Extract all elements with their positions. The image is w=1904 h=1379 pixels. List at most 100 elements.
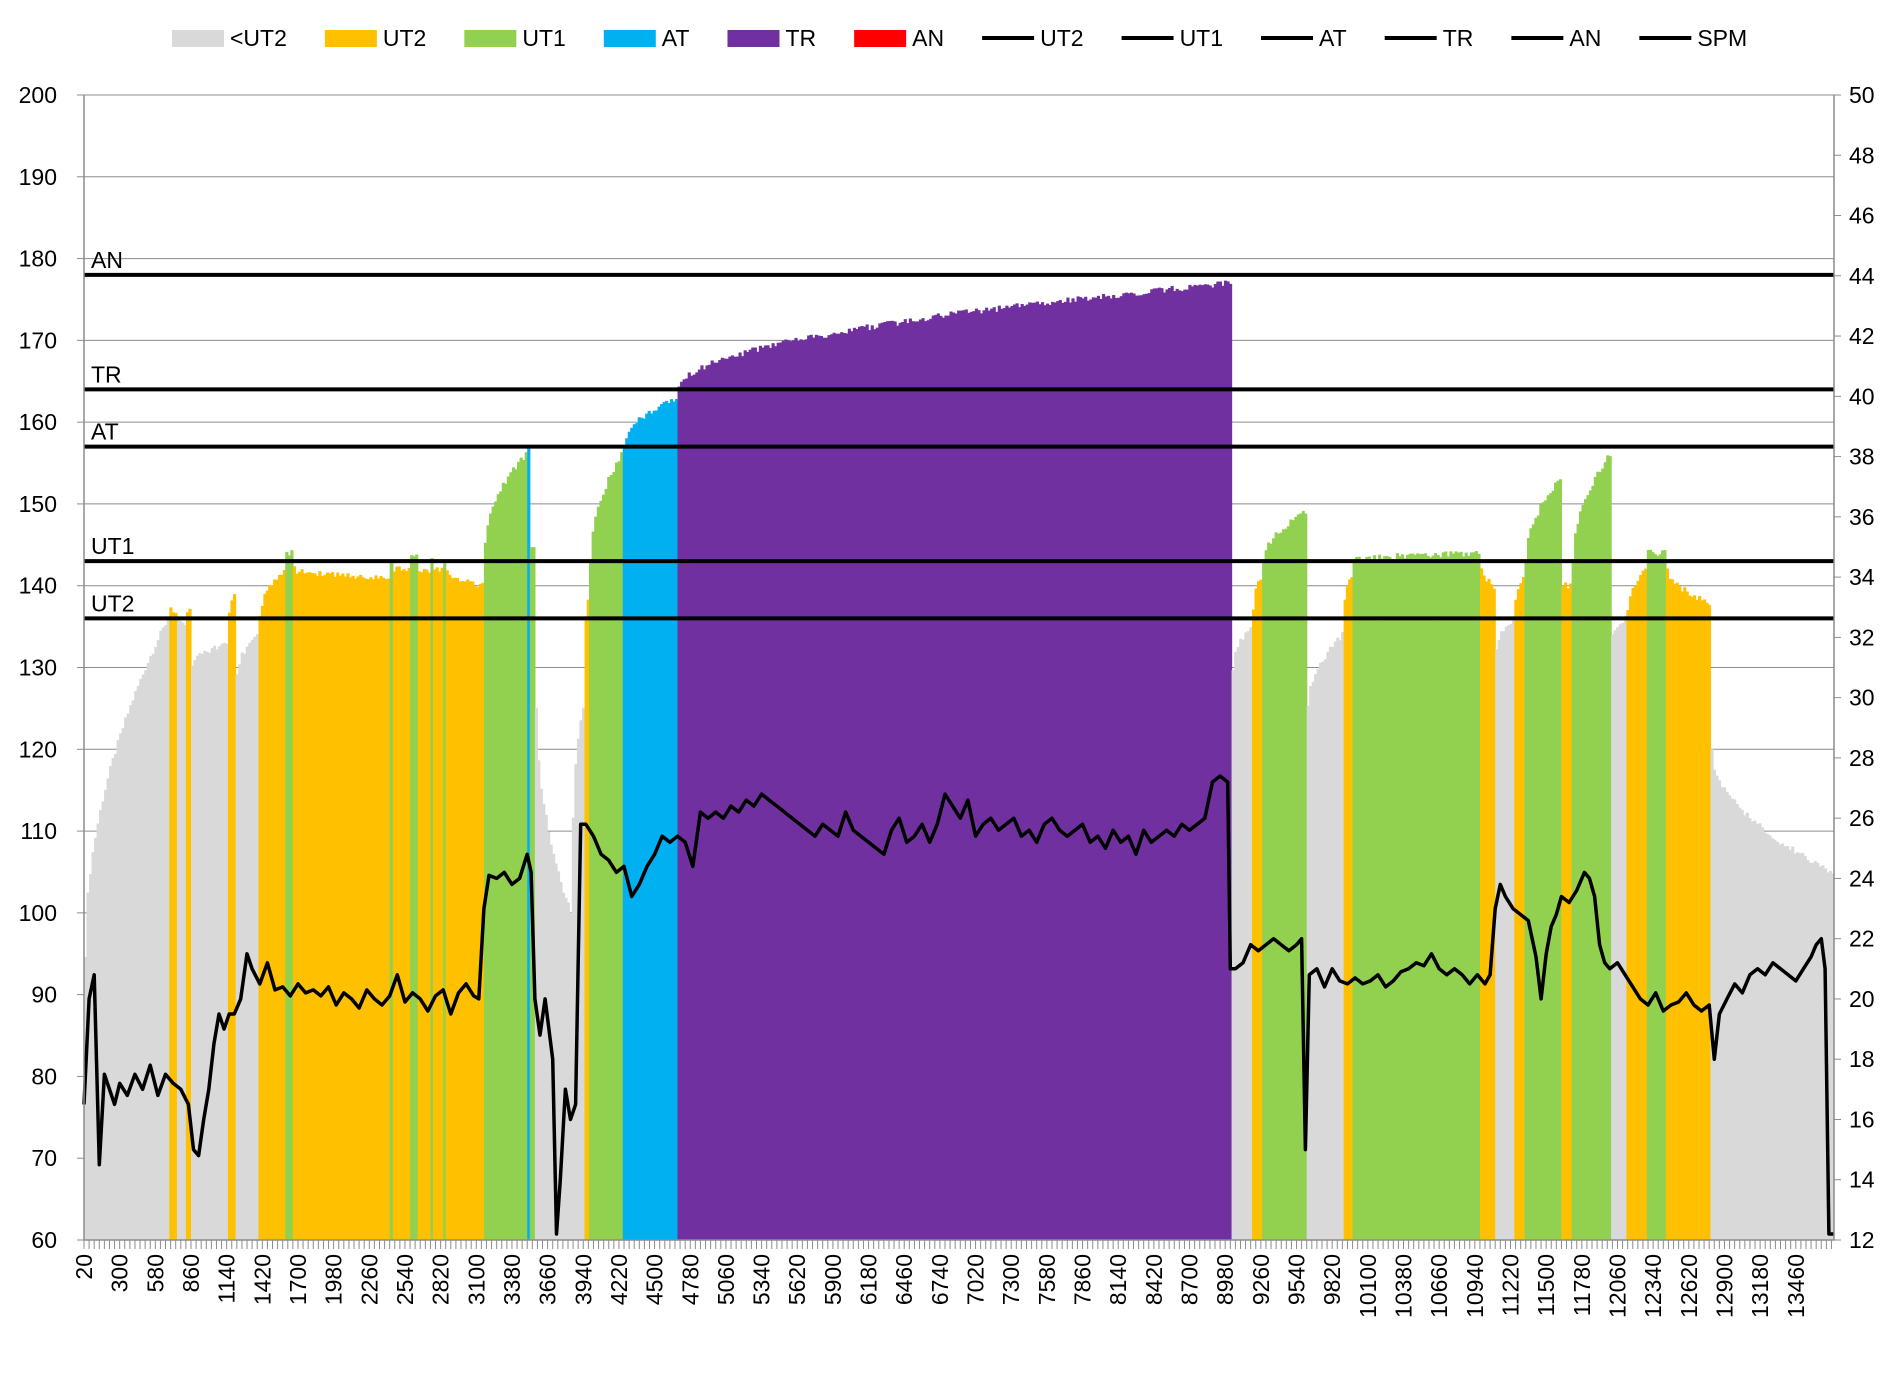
hr-bar [1663, 550, 1667, 1240]
hr-bar [179, 621, 183, 1240]
zone-segment-tr [677, 280, 1233, 1241]
hr-bar [893, 321, 897, 1240]
hr-bar [1299, 513, 1303, 1240]
hr-bar [1370, 559, 1374, 1240]
hr-bar [1352, 561, 1356, 1240]
hr-bar [151, 653, 155, 1240]
hr-bar [1178, 290, 1182, 1240]
hr-bar [916, 321, 920, 1240]
hr-bar [532, 547, 536, 1240]
hr-bar [1783, 846, 1787, 1240]
hr-bar [645, 413, 649, 1240]
hr-bar [1104, 296, 1108, 1240]
hr-bar [222, 642, 227, 1240]
hr-bar [1101, 293, 1106, 1240]
x-tick-label: 6740 [927, 1254, 953, 1305]
hr-bar [863, 326, 867, 1241]
hr-bar [1294, 516, 1298, 1240]
hr-bar [954, 313, 958, 1240]
threshold-label-tr: TR [91, 361, 122, 387]
zone-segment-ut1 [1352, 551, 1481, 1240]
hr-bar [412, 556, 416, 1240]
hr-bar [1157, 287, 1162, 1240]
hr-bar [710, 360, 714, 1240]
hr-bar [728, 356, 732, 1241]
hr-bar [292, 566, 297, 1240]
hr-bar [1114, 297, 1118, 1240]
zone-segment-below-ut2 [1710, 749, 1835, 1240]
legend-label: SPM [1697, 25, 1747, 51]
hr-bar [992, 307, 996, 1240]
zone-segment-ut1 [443, 563, 447, 1240]
hr-bar [1828, 871, 1833, 1240]
zone-segment-ut1 [1524, 479, 1563, 1241]
hr-bar [1680, 591, 1684, 1240]
legend-label: UT2 [1040, 25, 1083, 51]
hr-bar [868, 330, 872, 1240]
hr-bar [1201, 285, 1205, 1240]
hr-bar [662, 401, 666, 1240]
zone-segment-ut2 [1665, 568, 1712, 1240]
hr-bar [670, 399, 674, 1240]
hr-bar [687, 372, 691, 1240]
hr-bar [1583, 499, 1588, 1240]
x-tick-label: 5900 [820, 1254, 846, 1305]
hr-bar [101, 801, 105, 1240]
hr-bar [338, 575, 342, 1240]
hr-bar [796, 340, 801, 1241]
y2-tick-label: 44 [1849, 263, 1875, 289]
hr-bar [1413, 554, 1417, 1240]
legend-swatch [603, 30, 656, 47]
hr-bar [356, 576, 360, 1240]
legend-item-line: AN [1511, 25, 1601, 51]
hr-bar [1084, 296, 1088, 1241]
hr-bar [1469, 552, 1473, 1240]
zone-segment-ut1 [1646, 549, 1667, 1240]
hr-bar [1244, 632, 1248, 1240]
hr-bar [1132, 293, 1136, 1240]
hr-bar [519, 457, 523, 1240]
hr-bar [1229, 283, 1233, 1240]
hr-bar [1241, 639, 1245, 1240]
hr-bar [471, 581, 475, 1240]
hr-bar [1434, 553, 1438, 1240]
zone-segment-ut2 [185, 608, 192, 1240]
hr-bar [784, 339, 788, 1240]
hr-bar [243, 653, 247, 1240]
hr-bar [1395, 553, 1400, 1240]
hr-bar [665, 400, 669, 1240]
hr-bar [596, 506, 600, 1240]
hr-bar [1441, 552, 1445, 1240]
hr-bar [134, 690, 138, 1240]
hr-bar [1195, 285, 1200, 1240]
hr-bar [1710, 749, 1714, 1240]
zone-segment-ut2 [584, 599, 590, 1240]
hr-bar [1579, 511, 1583, 1240]
x-tick-label: 20 [71, 1254, 97, 1280]
zone-segment-ut2 [258, 570, 286, 1240]
zone-segment-ut1 [589, 452, 624, 1241]
hr-bar [1107, 295, 1111, 1241]
legend-label: AT [1319, 25, 1347, 51]
hr-bar [1063, 301, 1067, 1241]
x-tick-label: 7860 [1070, 1254, 1096, 1305]
zone-segment-ut1 [483, 452, 528, 1241]
hr-bar [569, 912, 573, 1240]
hr-bar [911, 321, 915, 1240]
hr-bar [934, 314, 938, 1240]
hr-bar [1519, 583, 1523, 1240]
hr-bar [637, 417, 641, 1240]
hr-bar [1801, 852, 1805, 1240]
zone-segment-at [622, 398, 679, 1241]
x-tick-label: 4220 [606, 1254, 632, 1305]
y-tick-label: 140 [19, 573, 57, 599]
x-tick-label: 8420 [1141, 1254, 1167, 1305]
hr-bar [936, 313, 940, 1241]
hr-bar [967, 312, 971, 1240]
legend-label: UT1 [522, 25, 565, 51]
hr-bar [913, 321, 918, 1240]
hr-bar [559, 881, 563, 1240]
hr-bar [964, 309, 968, 1240]
hr-bar [1459, 551, 1463, 1240]
hr-bar [1398, 556, 1402, 1240]
